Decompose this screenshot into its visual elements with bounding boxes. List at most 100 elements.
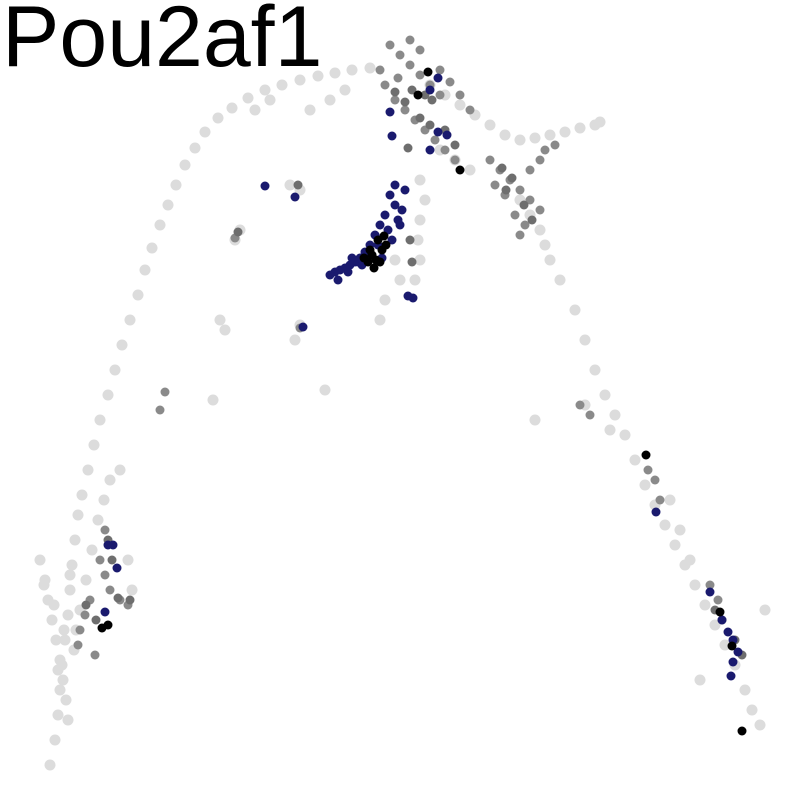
- cell-point: [44, 759, 56, 771]
- cell-point: [719, 639, 731, 651]
- series-max: [97, 67, 747, 736]
- cell-point: [450, 140, 460, 150]
- cell-point: [641, 450, 651, 460]
- cell-point: [425, 120, 435, 130]
- cell-point: [66, 559, 78, 571]
- cell-point: [604, 424, 616, 436]
- cell-point: [395, 220, 405, 230]
- cell-point: [95, 555, 105, 565]
- cell-point: [324, 94, 336, 106]
- cell-point: [554, 274, 566, 286]
- cell-point: [385, 190, 395, 200]
- cell-point: [574, 122, 586, 134]
- cell-point: [569, 304, 581, 316]
- cell-point: [405, 60, 415, 70]
- cell-point: [746, 704, 758, 716]
- cell-point: [499, 129, 511, 141]
- cell-point: [34, 554, 46, 566]
- cell-point: [54, 654, 66, 666]
- cell-point: [709, 619, 721, 631]
- cell-point: [726, 671, 736, 681]
- cell-point: [412, 234, 424, 246]
- cell-point: [347, 253, 357, 263]
- cell-point: [170, 179, 182, 191]
- cell-point: [260, 181, 270, 191]
- cell-point: [497, 163, 507, 173]
- cell-point: [375, 65, 385, 75]
- cell-point: [249, 104, 261, 116]
- cell-point: [390, 180, 400, 190]
- cell-point: [403, 143, 413, 153]
- cell-point: [207, 394, 219, 406]
- cell-point: [407, 257, 417, 267]
- cell-point: [643, 465, 653, 475]
- cell-point: [109, 364, 121, 376]
- cell-point: [62, 609, 74, 621]
- cell-point: [105, 585, 115, 595]
- cell-point: [60, 694, 72, 706]
- cell-point: [705, 587, 715, 597]
- cell-point: [514, 134, 526, 146]
- cell-point: [414, 214, 426, 226]
- cell-point: [705, 580, 715, 590]
- cell-point: [415, 113, 425, 123]
- cell-point: [442, 130, 452, 140]
- cell-point: [375, 257, 385, 267]
- cell-point: [100, 525, 110, 535]
- cell-point: [162, 199, 174, 211]
- cell-point: [664, 494, 676, 506]
- cell-point: [435, 90, 445, 100]
- cell-point: [259, 84, 271, 96]
- cell-point: [359, 253, 369, 263]
- cell-point: [92, 514, 104, 526]
- cell-point: [276, 79, 288, 91]
- cell-point: [379, 294, 391, 306]
- cell-point: [423, 67, 433, 77]
- cell-point: [525, 195, 535, 205]
- cell-point: [639, 479, 651, 491]
- cell-point: [501, 185, 511, 195]
- cell-point: [38, 579, 50, 591]
- cell-point: [369, 263, 379, 273]
- cell-point: [435, 65, 445, 75]
- cell-point: [535, 205, 545, 215]
- cell-point: [113, 593, 123, 603]
- cell-point: [298, 322, 308, 332]
- cell-point: [114, 464, 126, 476]
- cell-point: [684, 554, 696, 566]
- cell-point: [54, 684, 66, 696]
- cell-point: [122, 554, 134, 566]
- cell-point: [699, 599, 711, 611]
- cell-point: [655, 495, 665, 505]
- cell-point: [397, 205, 407, 215]
- cell-point: [414, 174, 426, 186]
- cell-point: [540, 145, 550, 155]
- cell-point: [242, 92, 254, 104]
- cell-point: [48, 599, 60, 611]
- cell-point: [125, 595, 135, 605]
- cell-point: [312, 70, 324, 82]
- cell-point: [73, 640, 83, 650]
- cell-point: [529, 132, 541, 144]
- cell-point: [715, 607, 725, 617]
- cell-point: [759, 604, 771, 616]
- cell-point: [484, 119, 496, 131]
- cell-point: [465, 105, 475, 115]
- cell-point: [507, 173, 517, 183]
- series-none: [34, 62, 771, 771]
- cell-point: [527, 215, 537, 225]
- cell-point: [82, 464, 94, 476]
- cell-point: [49, 734, 61, 746]
- cell-point: [160, 387, 170, 397]
- cell-point: [717, 615, 727, 625]
- cell-point: [50, 634, 62, 646]
- cell-point: [155, 405, 165, 415]
- cell-point: [585, 410, 595, 420]
- cell-point: [674, 524, 686, 536]
- cell-point: [413, 90, 423, 100]
- cell-point: [46, 614, 58, 626]
- cell-point: [57, 674, 69, 686]
- cell-point: [284, 179, 296, 191]
- cell-point: [108, 540, 118, 550]
